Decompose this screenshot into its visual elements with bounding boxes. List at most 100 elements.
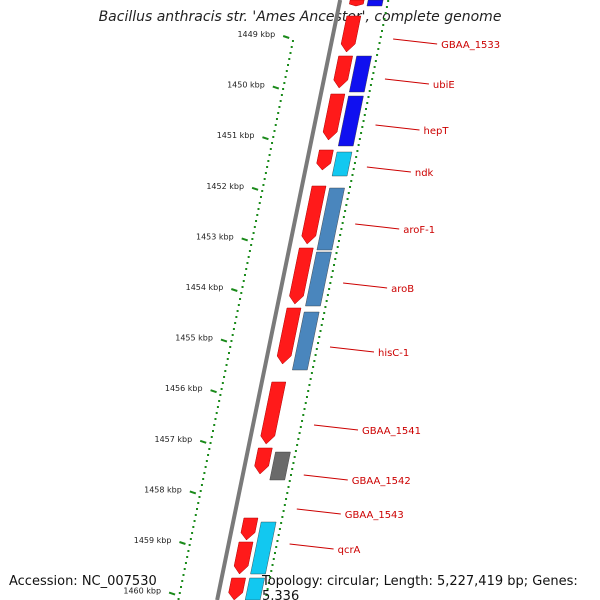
scale-tick bbox=[199, 439, 207, 444]
gc-dot bbox=[280, 94, 283, 96]
gc-skew-dot bbox=[342, 216, 345, 218]
gene-label: GBAA_1542 bbox=[352, 476, 411, 487]
gc-dot bbox=[180, 586, 183, 588]
backbone-track bbox=[215, 0, 343, 600]
gc-skew-dot bbox=[326, 294, 329, 296]
gc-dot bbox=[232, 328, 235, 330]
gc-dot bbox=[256, 214, 259, 216]
reverse-gene-block bbox=[244, 577, 265, 600]
gc-skew-dot bbox=[356, 150, 359, 152]
scale-tick bbox=[168, 591, 176, 596]
map-title: Bacillus anthracis str. 'Ames Ancestor',… bbox=[98, 9, 502, 25]
gene-label: ubiE bbox=[433, 80, 455, 91]
gc-dot bbox=[273, 130, 276, 132]
forward-gene-arrow bbox=[228, 577, 246, 600]
gc-dot bbox=[208, 448, 211, 450]
gc-skew-dot bbox=[304, 402, 307, 404]
scale-tick bbox=[282, 35, 290, 39]
gc-skew-dot bbox=[336, 246, 339, 248]
reverse-gene-block bbox=[349, 55, 372, 93]
gc-dot bbox=[186, 556, 189, 558]
gc-skew-dot bbox=[329, 282, 332, 284]
gc-skew-dot bbox=[324, 306, 327, 308]
forward-gene-arrow bbox=[233, 541, 254, 575]
gc-skew-dot bbox=[315, 348, 318, 350]
gene-label: qcrA bbox=[338, 545, 361, 556]
gc-dot bbox=[202, 478, 205, 480]
gc-dot bbox=[203, 472, 206, 474]
gc-dot bbox=[215, 412, 218, 414]
gc-skew-dot bbox=[362, 120, 365, 122]
gc-skew-dot bbox=[376, 54, 379, 56]
scale-label: 1451 kbp bbox=[217, 131, 255, 140]
reverse-gene-block bbox=[366, 0, 384, 7]
forward-gene-arrow bbox=[322, 93, 346, 141]
scale-tick bbox=[210, 389, 217, 394]
gc-skew-dot bbox=[297, 438, 300, 440]
gc-skew-dot bbox=[383, 18, 386, 20]
forward-gene-arrow bbox=[333, 55, 353, 89]
gc-dot bbox=[184, 562, 187, 564]
reverse-gene-block bbox=[250, 521, 277, 575]
gc-skew-dot bbox=[320, 324, 323, 326]
gc-skew-dot bbox=[288, 480, 291, 482]
gene-label: GBAA_1533 bbox=[441, 40, 500, 51]
gc-dot bbox=[288, 58, 291, 60]
gc-dot bbox=[194, 514, 197, 516]
gc-dot bbox=[189, 538, 192, 540]
gc-dot bbox=[234, 322, 237, 324]
gc-dot bbox=[199, 490, 202, 492]
gc-skew-dot bbox=[367, 96, 370, 98]
gc-dot bbox=[212, 430, 214, 432]
gc-skew-dot bbox=[307, 390, 310, 392]
gc-skew-dot bbox=[313, 360, 316, 362]
gc-skew-dot bbox=[335, 252, 338, 254]
gc-skew-dot bbox=[287, 486, 290, 488]
gc-skew-dot bbox=[384, 12, 387, 14]
gc-dot bbox=[284, 76, 287, 78]
gc-skew-dot bbox=[296, 444, 299, 446]
gc-dot bbox=[221, 382, 224, 384]
gc-skew-dot bbox=[314, 354, 317, 356]
gene-label: hepT bbox=[424, 126, 450, 137]
forward-gene-arrow bbox=[301, 185, 327, 245]
gc-dot bbox=[271, 142, 274, 144]
gc-skew-dot bbox=[363, 114, 366, 116]
gc-skew-dot bbox=[302, 414, 305, 416]
gc-dot bbox=[191, 532, 194, 534]
gc-dot bbox=[291, 40, 294, 42]
gc-skew-dot bbox=[340, 228, 343, 230]
scale-label: 1453 kbp bbox=[196, 232, 234, 241]
accession-text: Accession: NC_007530 bbox=[9, 574, 157, 589]
gc-dot bbox=[227, 352, 230, 354]
gc-dot bbox=[220, 388, 223, 390]
gc-skew-dot bbox=[372, 72, 375, 74]
gc-skew-dot bbox=[308, 384, 311, 386]
reverse-gene-block bbox=[305, 251, 332, 307]
gc-dot bbox=[210, 436, 213, 438]
gc-dot bbox=[219, 394, 222, 396]
topology-text: Topology: circular; Length: 5,227,419 bp… bbox=[262, 574, 578, 600]
scale-label: 1455 kbp bbox=[175, 334, 213, 343]
gc-skew-dot bbox=[266, 588, 269, 590]
label-leader-line bbox=[343, 282, 388, 289]
scale-tick bbox=[230, 288, 238, 292]
gc-dot bbox=[214, 418, 217, 420]
gc-skew-dot bbox=[285, 498, 288, 500]
gc-dot bbox=[226, 358, 229, 360]
gc-skew-dot bbox=[265, 594, 268, 596]
gc-skew-dot bbox=[347, 192, 350, 194]
scale-label: 1454 kbp bbox=[186, 283, 224, 292]
gc-dot bbox=[268, 154, 271, 156]
gc-skew-dot bbox=[273, 552, 276, 554]
gc-dot bbox=[269, 148, 272, 150]
label-leader-line bbox=[313, 424, 359, 431]
gc-dot bbox=[274, 124, 277, 126]
gc-skew-dot bbox=[341, 222, 344, 224]
gc-dot bbox=[216, 406, 219, 408]
forward-gene-arrow bbox=[316, 149, 334, 171]
gc-skew-dot bbox=[355, 156, 358, 158]
gc-skew-dot bbox=[272, 558, 275, 560]
gc-skew-dot bbox=[281, 516, 284, 518]
gene-label: aroB bbox=[391, 284, 414, 295]
